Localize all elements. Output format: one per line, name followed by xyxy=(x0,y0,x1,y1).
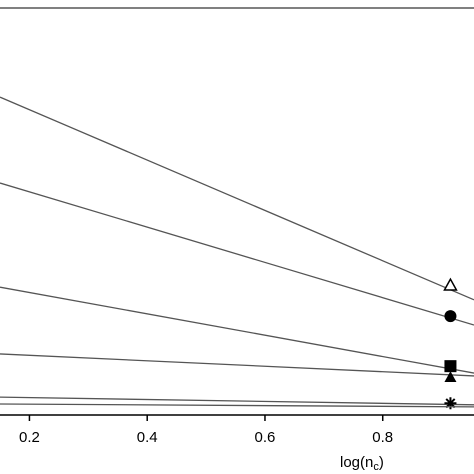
marker xyxy=(444,360,457,373)
series-line xyxy=(0,182,474,326)
series-line xyxy=(0,353,474,377)
x-label-end: ) xyxy=(379,454,384,471)
marker xyxy=(444,371,457,382)
x-tick-label: 0.4 xyxy=(137,429,158,446)
series-line xyxy=(0,403,474,408)
series-line xyxy=(0,96,474,301)
x-axis-label: log(nc) xyxy=(340,454,384,473)
x-tick-label: 0.6 xyxy=(255,429,276,446)
marker xyxy=(444,310,457,323)
x-label-main: log(n xyxy=(340,454,373,471)
x-label-sub: c xyxy=(373,461,379,473)
marker xyxy=(444,397,457,410)
series-line xyxy=(0,286,474,374)
x-tick-label: 0.8 xyxy=(372,429,393,446)
series-line xyxy=(0,396,474,406)
marker xyxy=(443,277,458,291)
x-tick-label: 0.2 xyxy=(19,429,40,446)
